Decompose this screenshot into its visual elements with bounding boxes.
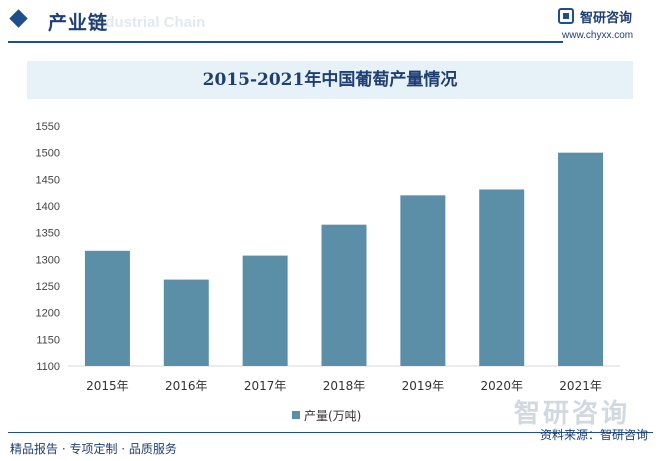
section-title: 产业链 [48, 12, 109, 34]
legend-swatch [292, 411, 300, 419]
y-tick-label: 1300 [36, 254, 60, 266]
bar [163, 279, 209, 366]
y-tick-label: 1250 [36, 281, 60, 293]
footer-divider [8, 432, 653, 433]
x-tick-label: 2021年 [559, 379, 602, 393]
x-tick-label: 2015年 [86, 379, 129, 393]
bar-chart: 1100 1150 1200 1250 1300 1350 1400 1450 1500 1550… [36, 121, 620, 393]
section-subtitle: Industrial Chain [92, 14, 206, 31]
bar [242, 255, 288, 366]
header-divider [8, 41, 563, 43]
y-tick-label: 1500 [36, 148, 60, 160]
bar [479, 189, 525, 366]
bar [400, 195, 446, 366]
y-tick-label: 1450 [36, 174, 60, 186]
y-tick-label: 1100 [36, 361, 60, 373]
diamond-icon [9, 9, 28, 28]
legend-label: 产量(万吨) [304, 409, 362, 423]
footer-tagline: 精品报告 · 专项定制 · 品质服务 [10, 442, 177, 456]
bar [321, 224, 367, 366]
bar [558, 152, 604, 366]
footer-brand-watermark: 智研咨询 [513, 399, 630, 429]
chart-title: 2015-2021年中国葡萄产量情况 [202, 70, 458, 90]
x-tick-label: 2020年 [480, 379, 523, 393]
chart-title-band: 2015-2021年中国葡萄产量情况 [27, 61, 633, 99]
brand: 智研咨询 www.chyxx.com [558, 6, 650, 42]
x-tick-label: 2019年 [402, 379, 445, 393]
x-tick-label: 2016年 [165, 379, 208, 393]
header: Industrial Chain 产业链 智研咨询 www.chyxx.com [0, 0, 660, 44]
footer-source: 资料来源：智研咨询 [539, 428, 648, 442]
y-tick-label: 1200 [36, 308, 60, 320]
brand-name: 智研咨询 [580, 11, 633, 26]
y-tick-label: 1150 [36, 334, 60, 346]
y-tick-label: 1550 [36, 121, 60, 133]
x-tick-label: 2017年 [244, 379, 287, 393]
brand-url: www.chyxx.com [562, 30, 634, 41]
x-tick-label: 2018年 [323, 379, 366, 393]
bar [84, 250, 130, 366]
y-tick-label: 1400 [36, 201, 60, 213]
y-tick-label: 1350 [36, 228, 60, 240]
brand-logo-icon [558, 8, 574, 24]
